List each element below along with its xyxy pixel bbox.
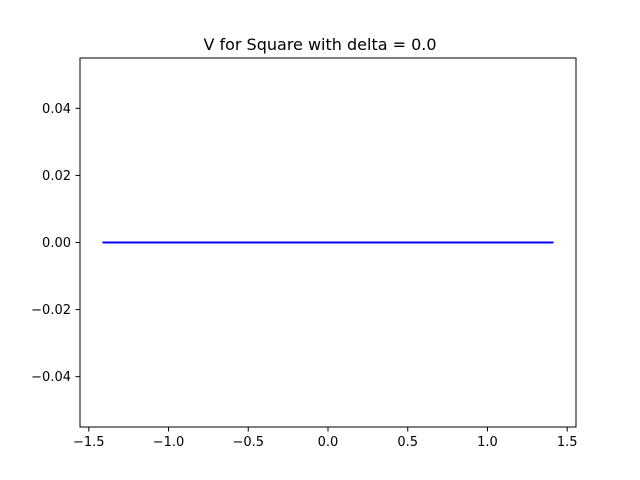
x-tick-label: 1.0	[477, 435, 498, 450]
y-tick-label: −0.02	[31, 303, 71, 318]
x-tick-label: −0.5	[232, 435, 264, 450]
chart-title: V for Square with delta = 0.0	[203, 35, 436, 54]
x-tick-label: −1.0	[153, 435, 185, 450]
x-tick-label: −1.5	[73, 435, 105, 450]
x-axis: −1.5 −1.0 −0.5 0.0 0.5 1.0 1.5	[73, 427, 578, 450]
x-tick-label: 0.5	[397, 435, 418, 450]
plot-frame	[79, 57, 577, 428]
y-tick-label: 0.00	[42, 236, 71, 251]
y-tick-label: 0.02	[42, 169, 71, 184]
y-tick-label: −0.04	[31, 370, 71, 385]
x-tick-label: 1.5	[557, 435, 578, 450]
y-tick-label: 0.04	[42, 102, 71, 117]
y-axis: 0.04 0.02 0.00 −0.02 −0.04	[31, 102, 80, 385]
x-tick-label: 0.0	[318, 435, 339, 450]
